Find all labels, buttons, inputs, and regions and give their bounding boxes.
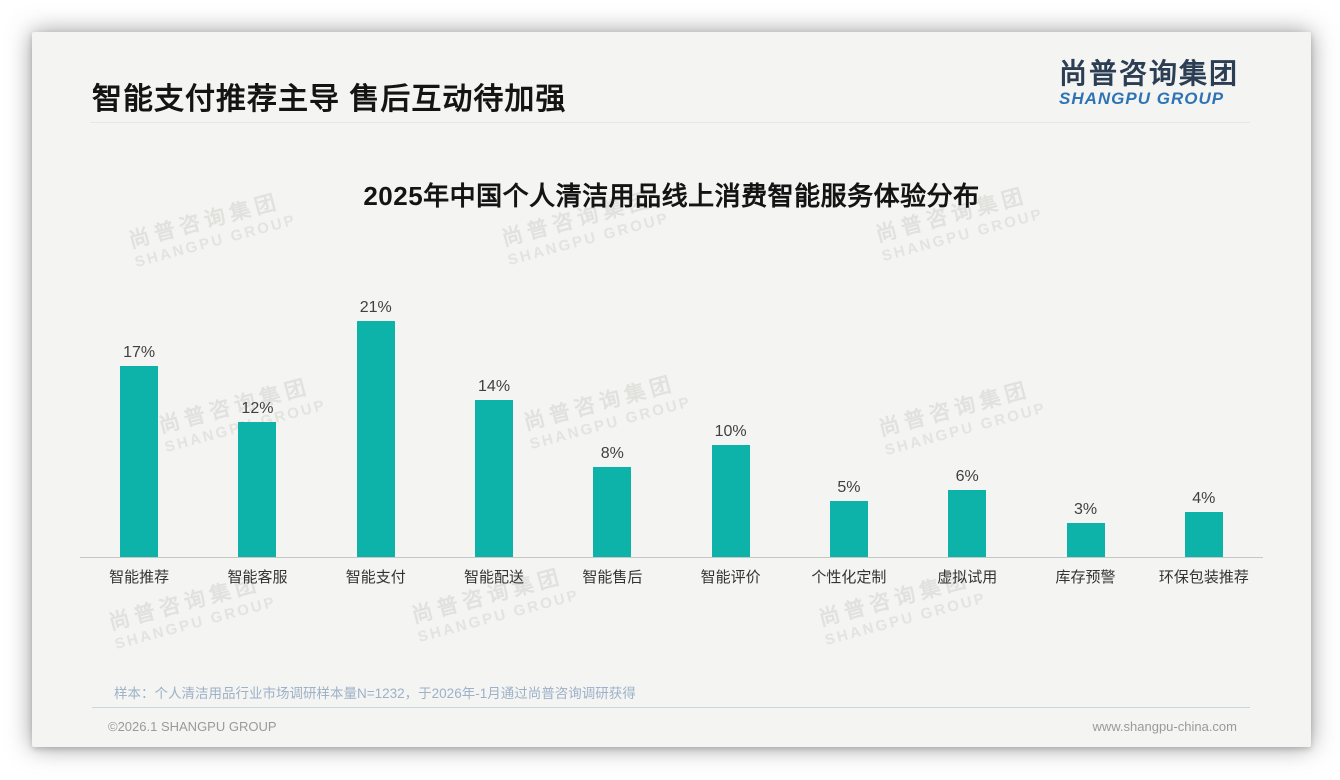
bar-value-label: 6%	[955, 467, 979, 485]
bar-value-label: 3%	[1073, 500, 1098, 518]
bar	[829, 501, 868, 557]
logo-name-cn: 尚普咨询集团	[1058, 58, 1239, 89]
x-axis-labels: 智能推荐 智能客服 智能支付 智能配送 智能售后 智能评价 个性化定制 虚拟试用…	[80, 566, 1263, 587]
bar	[1066, 523, 1105, 557]
page-title: 智能支付推荐主导 售后互动待加强	[92, 83, 567, 116]
bar-column: 21%	[317, 298, 435, 557]
bar-value-label: 12%	[241, 399, 274, 417]
bar-column: 5%	[790, 478, 908, 557]
x-axis-label: 智能推荐	[109, 569, 170, 586]
watermark-text-cn: 尚普咨询集团	[409, 565, 567, 628]
bar-value-label: 14%	[478, 377, 511, 395]
bar-value-label: 17%	[123, 343, 156, 361]
x-axis-label: 智能评价	[700, 569, 761, 586]
bar-column: 6%	[908, 467, 1026, 557]
bar	[1184, 512, 1223, 557]
x-axis-label: 智能客服	[227, 569, 288, 586]
watermark-text-en: SHANGPU GROUP	[132, 211, 299, 272]
watermark-text-en: SHANGPU GROUP	[415, 586, 582, 647]
bar-value-label: 10%	[714, 422, 747, 440]
x-axis-label: 智能售后	[582, 569, 643, 586]
x-axis-label: 库存预警	[1055, 569, 1116, 586]
x-axis-label: 个性化定制	[811, 569, 887, 586]
bar	[120, 366, 159, 557]
x-axis-label: 环保包装推荐	[1158, 569, 1249, 586]
bar	[948, 490, 987, 557]
bar-chart: 17% 12% 21% 14% 8% 10% 5% 6% 3% 4%	[80, 293, 1263, 557]
slide-card: 尚普咨询集团 SHANGPU GROUP 尚普咨询集团 SHANGPU GROUP …	[32, 32, 1311, 747]
bar-value-label: 5%	[837, 478, 861, 496]
bar-column: 8%	[553, 444, 671, 557]
watermark-text-en: SHANGPU GROUP	[822, 589, 989, 650]
bar-column: 17%	[80, 343, 198, 557]
bar	[238, 422, 277, 557]
bar	[593, 467, 632, 557]
copyright-text: ©2026.1 SHANGPU GROUP	[108, 719, 277, 734]
x-axis-line	[80, 557, 1263, 558]
bar-value-label: 4%	[1192, 489, 1216, 507]
company-logo: 尚普咨询集团 SHANGPU GROUP	[1059, 58, 1239, 109]
chart-title: 2025年中国个人清洁用品线上消费智能服务体验分布	[363, 181, 980, 211]
bar-column: 3%	[1026, 500, 1144, 557]
x-axis-label: 智能支付	[345, 569, 406, 586]
sample-note: 样本：个人清洁用品行业市场调研样本量N=1232，于2026年-1月通过尚普咨询…	[114, 686, 636, 701]
bar-value-label: 8%	[600, 444, 624, 462]
footer-divider	[92, 707, 1250, 708]
bar	[356, 321, 395, 557]
bar-column: 10%	[671, 422, 789, 557]
bar	[711, 445, 750, 557]
logo-name-en: SHANGPU GROUP	[1058, 89, 1225, 109]
watermark-text-en: SHANGPU GROUP	[112, 593, 279, 654]
x-axis-label: 智能配送	[464, 569, 525, 586]
header-divider	[90, 122, 1250, 123]
bar-column: 4%	[1145, 489, 1263, 557]
website-link[interactable]: www.shangpu-china.com	[1092, 719, 1237, 734]
bar-column: 12%	[198, 399, 316, 557]
bar-column: 14%	[435, 377, 553, 557]
bar-value-label: 21%	[359, 298, 392, 316]
bar	[475, 400, 514, 557]
x-axis-label: 虚拟试用	[937, 569, 998, 586]
watermark-text-en: SHANGPU GROUP	[505, 209, 672, 270]
